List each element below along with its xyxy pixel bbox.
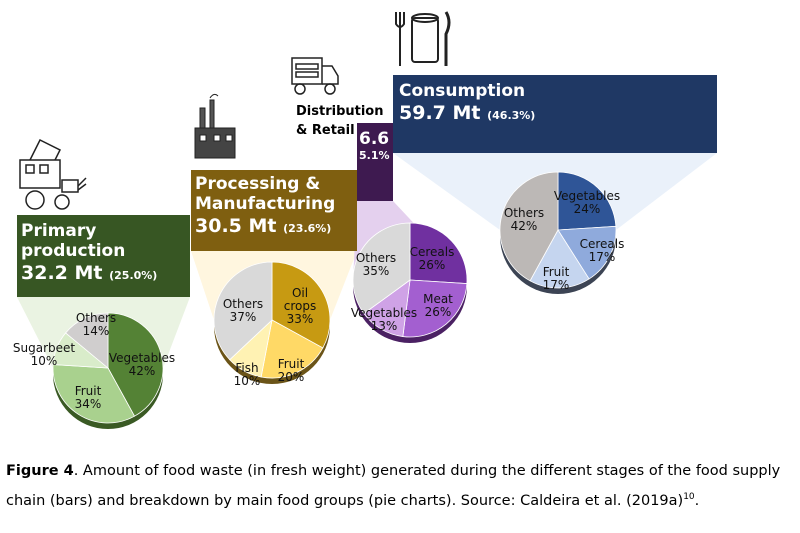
figure-caption: Figure 4. Amount of food waste (in fresh…: [6, 458, 796, 514]
slice-category: Others: [223, 297, 263, 311]
slice-category: Vegetables: [554, 189, 620, 203]
slice-label: Vegetables 24%: [554, 189, 620, 216]
slice-value: 24%: [574, 202, 601, 216]
slice-value: 26%: [419, 258, 446, 272]
stage-share: (46.3%): [487, 109, 536, 122]
caption-end: .: [694, 492, 700, 509]
slice-value: 26%: [425, 305, 452, 319]
slice-label: Sugarbeet 10%: [13, 341, 76, 368]
pie-consumption: [499, 171, 617, 294]
pie-slice-others: [352, 222, 411, 315]
slice-label: Meat 26%: [423, 292, 453, 319]
slice-label: Others 14%: [76, 311, 116, 338]
stage-amount: 30.5 Mt: [195, 215, 277, 237]
pie-distribution: [352, 222, 468, 343]
consumption-bar: Consumption 59.7 Mt (46.3%): [393, 75, 717, 153]
stage-share: (23.6%): [283, 222, 332, 235]
pie-charts: [52, 171, 617, 429]
pie-slice-others: [499, 171, 559, 282]
slice-category: Sugarbeet: [13, 341, 76, 355]
slice-label: Oil crops 33%: [284, 286, 316, 326]
pie-slice-cereals: [409, 222, 468, 285]
distribution-title: Distribution & Retail: [296, 102, 383, 140]
slice-value: 17%: [543, 278, 570, 292]
stage-title-line2: Manufacturing: [195, 194, 336, 214]
slice-value: 42%: [511, 219, 538, 233]
slice-category: Vegetables: [351, 306, 417, 320]
slice-label: Fruit 34%: [75, 384, 102, 411]
stage-title: Consumption: [399, 81, 526, 101]
harvester-icon: [19, 138, 87, 210]
slice-value: 33%: [287, 312, 314, 326]
pie-processing: [213, 261, 331, 384]
slice-label: Vegetables 13%: [351, 306, 417, 333]
stage-title: Processing &: [195, 174, 321, 194]
slice-category: Cereals: [580, 237, 625, 251]
pie-labels: Vegetables 42%Fruit 34%Sugarbeet 10%Others 1…: [13, 189, 624, 411]
primary-production-bar: Primary production 32.2 Mt (25.0%): [17, 215, 190, 297]
pie-slice-meat: [402, 279, 468, 338]
slice-value: 14%: [83, 324, 110, 338]
truck-icon: [291, 57, 339, 95]
slice-value: 17%: [589, 250, 616, 264]
pie-slice-cereals: [557, 225, 617, 280]
pie-slice-fruit: [529, 229, 590, 289]
stage-share: 5.1%: [359, 149, 390, 162]
stage-title: Primary production: [21, 221, 126, 261]
pie-slice-fruit: [52, 364, 136, 424]
slice-value: 37%: [230, 310, 257, 324]
slice-label: Fish 10%: [234, 361, 261, 388]
slice-label: Others 35%: [356, 251, 396, 278]
slice-category: Fish: [235, 361, 258, 375]
slice-label: Others 42%: [504, 206, 544, 233]
slice-label: Fruit 20%: [278, 357, 305, 384]
slice-category: Meat: [423, 292, 453, 306]
slice-category: Fruit: [75, 384, 102, 398]
pie-slice-vegetables: [557, 171, 617, 231]
slice-category: Vegetables: [109, 351, 175, 365]
slice-category: Fruit: [278, 357, 305, 371]
slice-label: Vegetables 42%: [109, 351, 175, 378]
pie-slice-fruit: [260, 319, 324, 379]
caption-text: . Amount of food waste (in fresh weight)…: [6, 463, 781, 509]
stage-amount: 32.2 Mt: [21, 262, 103, 284]
pie-slice-oil-crops: [271, 261, 331, 349]
slice-category: Oil: [292, 286, 308, 300]
stage-share: (25.0%): [109, 269, 158, 282]
slice-value: 10%: [234, 374, 261, 388]
processing-bar: Processing & Manufacturing 30.5 Mt (23.6…: [191, 170, 357, 251]
slice-label: Cereals 17%: [580, 237, 625, 264]
pie-slice-vegetables: [107, 312, 164, 417]
slice-label: Cereals 26%: [410, 245, 455, 272]
caption-label: Figure 4: [6, 463, 74, 479]
slice-label: Fruit 17%: [543, 265, 570, 292]
pie-slice-others: [65, 312, 109, 369]
slice-category: Fruit: [543, 265, 570, 279]
pie-primary: [52, 312, 164, 429]
slice-label: Others 37%: [223, 297, 263, 324]
slice-value: 20%: [278, 370, 305, 384]
stage-amount: 6.6: [359, 129, 390, 149]
slice-category: crops: [284, 299, 316, 313]
slice-category: Cereals: [410, 245, 455, 259]
slice-value: 42%: [129, 364, 156, 378]
slice-value: 35%: [363, 264, 390, 278]
pie-slice-others: [213, 261, 273, 361]
factory-icon: [194, 93, 236, 159]
slice-value: 34%: [75, 397, 102, 411]
stage-title: Distribution: [296, 104, 384, 119]
slice-category: Others: [504, 206, 544, 220]
stage-title-line2: & Retail: [296, 123, 355, 138]
slice-category: Others: [76, 311, 116, 325]
slice-value: 13%: [371, 319, 398, 333]
cutlery-can-icon: [395, 11, 451, 66]
slice-value: 10%: [31, 354, 58, 368]
stage-amount: 59.7 Mt: [399, 102, 481, 124]
distribution-bar: 6.6 5.1%: [357, 123, 393, 201]
caption-ref: 10: [683, 492, 695, 502]
slice-category: Others: [356, 251, 396, 265]
